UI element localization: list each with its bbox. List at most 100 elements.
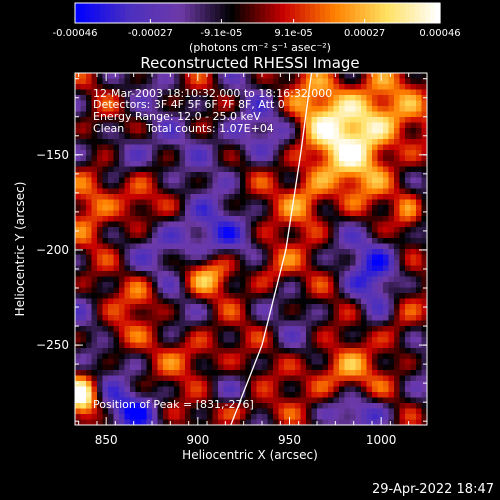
heatmap-cell — [383, 205, 390, 212]
heatmap-cell — [185, 133, 192, 140]
heatmap-cell — [289, 342, 296, 349]
heatmap-cell — [124, 144, 131, 151]
heatmap-cell — [201, 254, 208, 261]
heatmap-cell — [322, 342, 329, 349]
heatmap-cell — [240, 117, 247, 124]
heatmap-cell — [311, 304, 318, 311]
heatmap-cell — [267, 315, 274, 322]
heatmap-cell — [86, 100, 93, 107]
heatmap-cell — [80, 216, 87, 223]
heatmap-cell — [223, 348, 230, 355]
heatmap-cell — [350, 117, 357, 124]
heatmap-cell — [405, 166, 412, 173]
heatmap-cell — [80, 232, 87, 239]
heatmap-cell — [223, 177, 230, 184]
heatmap-cell — [306, 298, 313, 305]
colorbar-cell — [355, 3, 361, 23]
heatmap-cell — [185, 161, 192, 168]
heatmap-cell — [311, 172, 318, 179]
heatmap-cell — [168, 177, 175, 184]
heatmap-cell — [75, 172, 82, 179]
heatmap-cell — [322, 271, 329, 278]
heatmap-cell — [366, 364, 373, 371]
heatmap-cell — [102, 84, 109, 91]
heatmap-cell — [223, 172, 230, 179]
heatmap-cell — [284, 243, 291, 250]
heatmap-cell — [207, 249, 214, 256]
heatmap-cell — [322, 375, 329, 382]
heatmap-cell — [146, 326, 153, 333]
heatmap-cell — [256, 419, 263, 425]
heatmap-cell — [157, 210, 164, 217]
heatmap-cell — [212, 111, 219, 118]
heatmap-cell — [372, 326, 379, 333]
colorbar-cell — [85, 3, 91, 23]
heatmap-cell — [416, 232, 423, 239]
heatmap-cell — [339, 276, 346, 283]
heatmap-cell — [311, 183, 318, 190]
heatmap-cell — [218, 309, 225, 316]
heatmap-cell — [91, 227, 98, 234]
heatmap-cell — [245, 271, 252, 278]
heatmap-cell — [223, 100, 230, 107]
heatmap-cell — [97, 243, 104, 250]
heatmap-cell — [278, 106, 285, 113]
heatmap-cell — [212, 133, 219, 140]
colorbar-units: (photons cm⁻² s⁻¹ asec⁻²) — [189, 41, 331, 54]
heatmap-cell — [102, 232, 109, 239]
heatmap-cell — [366, 265, 373, 272]
heatmap-cell — [289, 265, 296, 272]
heatmap-cell — [405, 194, 412, 201]
heatmap-cell — [355, 155, 362, 162]
heatmap-cell — [196, 282, 203, 289]
heatmap-cell — [328, 122, 335, 129]
heatmap-cell — [196, 177, 203, 184]
heatmap-cell — [174, 353, 181, 360]
heatmap-cell — [130, 392, 137, 399]
heatmap-cell — [135, 95, 142, 102]
heatmap-cell — [322, 276, 329, 283]
heatmap-cell — [212, 84, 219, 91]
heatmap-cell — [416, 199, 423, 206]
heatmap-cell — [388, 298, 395, 305]
heatmap-cell — [119, 375, 126, 382]
colorbar-cell — [170, 3, 176, 23]
heatmap-cell — [163, 243, 170, 250]
heatmap-cell — [295, 216, 302, 223]
heatmap-cell — [256, 221, 263, 228]
heatmap-cell — [245, 342, 252, 349]
heatmap-cell — [179, 150, 186, 157]
heatmap-cell — [284, 227, 291, 234]
heatmap-cell — [278, 188, 285, 195]
heatmap-cell — [113, 238, 120, 245]
heatmap-cell — [218, 106, 225, 113]
heatmap-cell — [284, 381, 291, 388]
heatmap-cell — [86, 238, 93, 245]
heatmap-cell — [350, 89, 357, 96]
heatmap-cell — [284, 117, 291, 124]
heatmap-cell — [339, 337, 346, 344]
heatmap-cell — [361, 128, 368, 135]
heatmap-cell — [273, 172, 280, 179]
heatmap-cell — [146, 408, 153, 415]
heatmap-cell — [201, 155, 208, 162]
heatmap-cell — [394, 155, 401, 162]
heatmap-cell — [212, 353, 219, 360]
heatmap-cell — [240, 188, 247, 195]
heatmap-cell — [267, 155, 274, 162]
heatmap-cell — [366, 188, 373, 195]
heatmap-cell — [267, 320, 274, 327]
heatmap-cell — [366, 408, 373, 415]
heatmap-cell — [267, 227, 274, 234]
heatmap-cell — [179, 205, 186, 212]
heatmap-cell — [256, 155, 263, 162]
heatmap-cell — [97, 304, 104, 311]
heatmap-cell — [251, 364, 258, 371]
heatmap-cell — [262, 199, 269, 206]
heatmap-cell — [152, 353, 159, 360]
heatmap-cell — [278, 133, 285, 140]
heatmap-cell — [350, 287, 357, 294]
heatmap-cell — [130, 111, 137, 118]
heatmap-cell — [355, 100, 362, 107]
heatmap-cell — [157, 73, 164, 80]
